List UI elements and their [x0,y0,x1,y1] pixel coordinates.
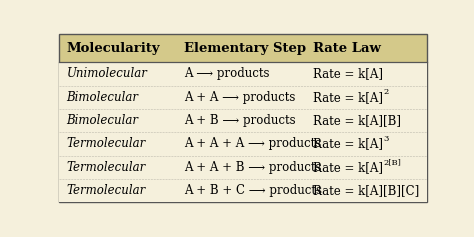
Text: A + A + B ⟶ products: A + A + B ⟶ products [184,161,322,174]
Text: Rate = k[A][B][C]: Rate = k[A][B][C] [313,184,419,197]
Text: Termolecular: Termolecular [66,161,146,174]
Text: Unimolecular: Unimolecular [66,67,147,80]
Text: A + A + A ⟶ products: A + A + A ⟶ products [184,137,321,150]
Text: 2: 2 [383,88,389,96]
Text: Rate = k[A]: Rate = k[A] [313,137,383,150]
Bar [59,86,427,109]
Bar [59,179,427,202]
Bar [59,62,427,86]
Bar [59,34,427,62]
Text: Termolecular: Termolecular [66,137,146,150]
Text: Elementary Step: Elementary Step [184,41,306,55]
Text: Rate Law: Rate Law [313,41,381,55]
Text: Rate = k[A]: Rate = k[A] [313,161,383,174]
Text: Termolecular: Termolecular [66,184,146,197]
Text: Molecularity: Molecularity [66,41,160,55]
Text: A + B + C ⟶ products: A + B + C ⟶ products [184,184,322,197]
Text: 2[B]: 2[B] [383,158,401,166]
Text: A + B ⟶ products: A + B ⟶ products [184,114,296,127]
Text: Rate = k[A]: Rate = k[A] [313,91,383,104]
Text: Bimolecular: Bimolecular [66,91,138,104]
Bar [59,132,427,156]
Text: Bimolecular: Bimolecular [66,114,138,127]
Text: A + A ⟶ products: A + A ⟶ products [184,91,295,104]
Text: 3: 3 [383,135,389,143]
Text: Rate = k[A][B]: Rate = k[A][B] [313,114,401,127]
Bar [59,156,427,179]
Bar [59,109,427,132]
Text: Rate = k[A]: Rate = k[A] [313,67,383,80]
Text: A ⟶ products: A ⟶ products [184,67,270,80]
